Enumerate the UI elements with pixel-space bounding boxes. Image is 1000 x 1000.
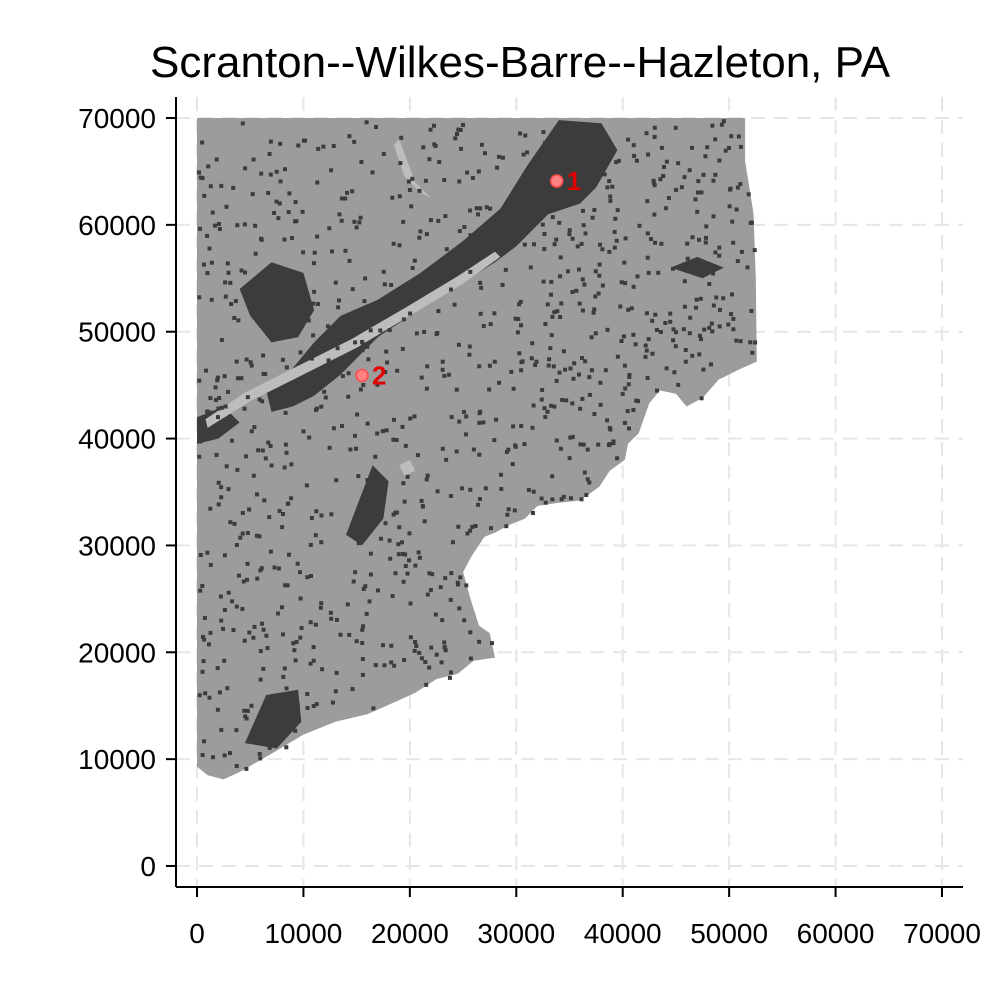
- urban-area: [197, 406, 240, 444]
- urban-speckle: [197, 119, 758, 771]
- city-marker-dot: [549, 174, 564, 188]
- y-tick-label: 10000: [78, 744, 156, 775]
- x-tick-label: 0: [189, 918, 205, 949]
- x-tick-label: 30000: [477, 918, 555, 949]
- y-tick-label: 60000: [78, 210, 156, 241]
- y-tick-label: 20000: [78, 637, 156, 668]
- x-tick-label: 50000: [690, 918, 768, 949]
- city-marker-dot: [355, 368, 369, 383]
- urban-area: [244, 689, 302, 749]
- urban-area: [346, 465, 389, 546]
- city-marker: 1: [549, 166, 581, 196]
- axes: 0 10000 20000 30000 40000 50000 60000 70000 0 100…: [78, 97, 981, 949]
- y-tick-label: 70000: [78, 103, 156, 134]
- y-tick-label: 0: [140, 851, 156, 882]
- chart-title: Scranton--Wilkes-Barre--Hazleton, PA: [150, 38, 891, 87]
- water-area: [205, 251, 501, 428]
- water-area: [393, 139, 432, 199]
- region-area: [197, 118, 757, 780]
- x-tick-label: 20000: [371, 918, 449, 949]
- x-tick-label: 60000: [797, 918, 875, 949]
- y-tick-label: 50000: [78, 317, 156, 348]
- city-marker-label: 2: [372, 361, 386, 391]
- points-layer: 12: [355, 166, 581, 391]
- x-tick-label: 40000: [584, 918, 662, 949]
- water-area: [399, 459, 416, 476]
- region-layer: [197, 118, 758, 780]
- urban-area: [670, 256, 724, 279]
- x-tick-label: 70000: [903, 918, 981, 949]
- city-marker-label: 1: [567, 166, 581, 196]
- x-tick-label: 10000: [264, 918, 342, 949]
- y-tick-label: 30000: [78, 530, 156, 561]
- city-marker: 2: [355, 361, 386, 391]
- y-tick-label: 40000: [78, 424, 156, 455]
